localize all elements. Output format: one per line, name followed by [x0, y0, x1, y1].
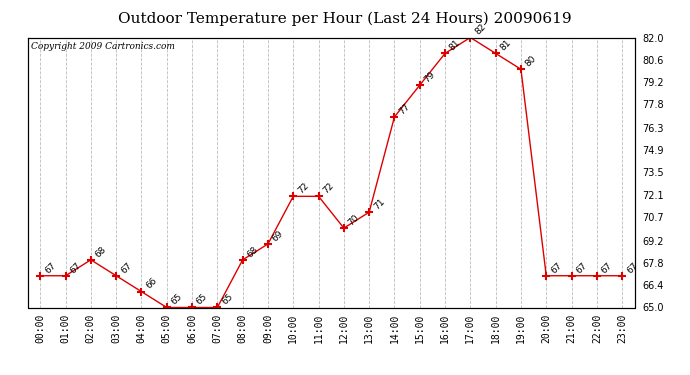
- Text: 67: 67: [68, 261, 83, 275]
- Text: 66: 66: [144, 276, 159, 291]
- Text: 67: 67: [549, 261, 564, 275]
- Text: 67: 67: [574, 261, 589, 275]
- Text: 69: 69: [270, 229, 285, 243]
- Text: 81: 81: [498, 38, 513, 53]
- Text: 65: 65: [195, 292, 209, 307]
- Text: 80: 80: [524, 54, 538, 69]
- Text: 67: 67: [119, 261, 133, 275]
- Text: Copyright 2009 Cartronics.com: Copyright 2009 Cartronics.com: [30, 42, 175, 51]
- Text: 68: 68: [94, 244, 108, 259]
- Text: 70: 70: [346, 213, 361, 227]
- Text: 72: 72: [322, 181, 336, 195]
- Text: 67: 67: [625, 261, 640, 275]
- Text: 71: 71: [372, 197, 386, 211]
- Text: 81: 81: [448, 38, 462, 53]
- Text: 68: 68: [246, 244, 260, 259]
- Text: 65: 65: [220, 292, 235, 307]
- Text: Outdoor Temperature per Hour (Last 24 Hours) 20090619: Outdoor Temperature per Hour (Last 24 Ho…: [118, 11, 572, 26]
- Text: 72: 72: [296, 181, 310, 195]
- Text: 77: 77: [397, 102, 412, 116]
- Text: 79: 79: [422, 70, 437, 84]
- Text: 67: 67: [43, 261, 57, 275]
- Text: 82: 82: [473, 22, 488, 37]
- Text: 65: 65: [170, 292, 184, 307]
- Text: 67: 67: [600, 261, 614, 275]
